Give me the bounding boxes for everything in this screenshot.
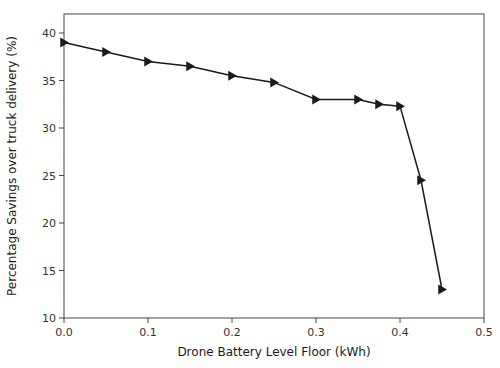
x-tick-label: 0.3 bbox=[307, 326, 325, 339]
x-tick-label: 0.1 bbox=[139, 326, 157, 339]
marker bbox=[375, 99, 384, 109]
x-tick-label: 0.0 bbox=[55, 326, 73, 339]
marker bbox=[438, 285, 447, 295]
y-tick-label: 35 bbox=[42, 75, 56, 88]
y-axis-label: Percentage Savings over truck delivery (… bbox=[5, 36, 19, 296]
y-tick-label: 10 bbox=[42, 312, 56, 325]
marker bbox=[354, 95, 363, 105]
y-tick-label: 15 bbox=[42, 265, 56, 278]
y-tick-label: 30 bbox=[42, 122, 56, 135]
y-tick bbox=[59, 175, 64, 176]
marker bbox=[102, 47, 111, 57]
x-axis: 0.0 0.1 0.2 0.3 0.4 0.5 bbox=[55, 318, 493, 339]
x-tick-label: 0.5 bbox=[475, 326, 493, 339]
x-tick-label: 0.2 bbox=[223, 326, 241, 339]
y-tick bbox=[59, 128, 64, 129]
marker bbox=[144, 57, 153, 67]
y-tick bbox=[59, 33, 64, 34]
x-tick bbox=[316, 318, 317, 323]
marker bbox=[60, 38, 69, 48]
series bbox=[60, 38, 447, 295]
y-tick-label: 20 bbox=[42, 217, 56, 230]
plot-frame bbox=[64, 14, 484, 318]
marker bbox=[228, 71, 237, 81]
x-tick bbox=[64, 318, 65, 323]
x-tick bbox=[148, 318, 149, 323]
y-tick bbox=[59, 80, 64, 81]
y-tick bbox=[59, 318, 64, 319]
marker bbox=[186, 61, 195, 71]
y-axis: 10 15 20 25 30 35 40 bbox=[42, 27, 64, 325]
marker bbox=[417, 175, 426, 185]
marker bbox=[270, 77, 279, 87]
background bbox=[0, 0, 500, 368]
x-tick bbox=[484, 318, 485, 323]
x-tick bbox=[232, 318, 233, 323]
marker bbox=[396, 101, 405, 111]
marker bbox=[312, 95, 321, 105]
y-tick bbox=[59, 223, 64, 224]
y-tick bbox=[59, 270, 64, 271]
x-tick-label: 0.4 bbox=[391, 326, 409, 339]
line bbox=[64, 43, 442, 290]
chart: 0.0 0.1 0.2 0.3 0.4 0.5 10 15 20 25 30 35 40 Drone Ba… bbox=[0, 0, 500, 368]
x-axis-label: Drone Battery Level Floor (kWh) bbox=[177, 345, 370, 359]
y-tick-label: 40 bbox=[42, 27, 56, 40]
y-tick-label: 25 bbox=[42, 170, 56, 183]
x-tick bbox=[400, 318, 401, 323]
